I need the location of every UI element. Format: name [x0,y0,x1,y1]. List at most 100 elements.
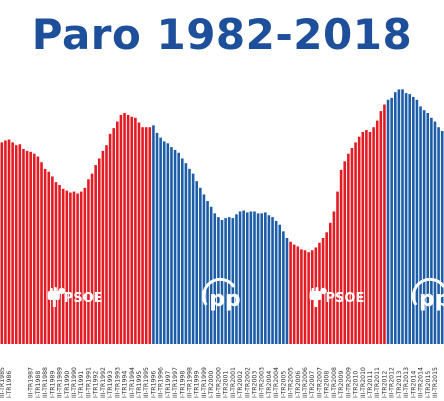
tick-label: III-TR2014 [418,367,425,398]
bar [430,117,433,344]
bar [90,173,94,344]
bar [188,168,191,344]
bar [235,214,238,344]
tick-label: III-TR1992 [100,367,107,398]
bar [245,212,249,344]
bar [368,131,372,344]
tick-label: III-TR2011 [374,367,381,398]
tick-label: III-TR2001 [230,367,237,398]
party-logo: PSOE [47,287,103,307]
tick-label: III-TR1998 [187,367,194,398]
bar [144,127,148,345]
bar [195,181,199,344]
bar [426,113,430,344]
bar [199,187,202,344]
tick-label: I-TR1998 [179,371,186,398]
bar [282,231,285,344]
bar [397,89,401,344]
bar [191,173,195,344]
tick-label: III-TR2003 [259,367,266,398]
pp-gull-icon [411,277,444,306]
bar [69,192,72,344]
tick-label: III-TR1988 [42,367,49,398]
tick-label: I-TR2006 [295,371,302,398]
tick-label: I-TR2001 [223,371,230,398]
bar [43,168,47,344]
bar [256,213,260,344]
bar [383,104,386,345]
bar [108,133,112,344]
tick-label: I-TR2002 [237,371,244,398]
tick-label: I-TR1990 [64,371,71,398]
bar [289,241,292,344]
bar [296,246,300,344]
bar [206,201,209,344]
tick-label: I-TR1988 [35,371,42,398]
tick-label: I-TR1999 [194,371,201,398]
tick-label: I-TR1989 [49,371,56,398]
bar-group [0,89,444,345]
party-label: pp [419,287,444,312]
bar [401,89,404,344]
bar [303,250,307,344]
psoe-fist-rose-icon [47,287,66,307]
bar [350,148,354,344]
tick-label: I-TR1995 [136,371,143,398]
bar [354,142,357,344]
tick-label: I-TR1997 [165,371,172,398]
bar [249,211,253,344]
tick-label: I-TR1993 [107,371,114,398]
bar [137,122,141,344]
tick-label: III-TR1994 [129,367,136,398]
bar [285,237,289,344]
bar [361,131,365,344]
tick-label: III-TR1993 [114,367,121,398]
tick-label: III-TR2012 [389,367,396,398]
bar [159,137,162,344]
tick-label: I-TR2003 [251,371,258,398]
tick-label: I-TR2012 [381,371,388,398]
tick-label: III-TR2010 [360,367,367,398]
bar [47,171,51,344]
bar [260,213,264,344]
bar [220,219,224,344]
bar [72,191,76,344]
bar [4,140,7,344]
bar [116,121,119,344]
bar [130,116,134,344]
bar [271,217,274,344]
bar [184,163,188,344]
tick-label-group: III-TR1985 I-TR1986 III-TR1987 I-TR1988 III-… [0,367,439,398]
bar [292,244,296,344]
bar [393,92,397,344]
tick-label: I-TR2009 [338,371,345,398]
pp-gull-icon [202,277,236,306]
tick-label: III-TR1985 [0,367,6,398]
bar [170,147,173,344]
tick-label: I-TR1994 [122,371,129,398]
bar [105,145,108,344]
party-logo-group: PSOE pp PSOE pp [47,277,444,312]
bar [148,127,152,345]
chart-title: Paro 1982-2018 [31,10,413,59]
tick-label: I-TR2000 [208,371,215,398]
bar [18,144,22,344]
bar [440,131,444,344]
tick-label: III-TR1987 [28,367,35,398]
bar [51,176,54,344]
bar [177,152,180,344]
bar [336,191,339,344]
bar [357,136,361,344]
bar [141,127,144,345]
bar [332,211,336,344]
bar [347,153,350,344]
bar [390,97,393,345]
bar [408,94,412,344]
bar [14,145,18,344]
bar [112,128,116,344]
bar [79,191,83,344]
tick-label: III-TR2008 [331,367,338,398]
bar [126,114,130,344]
bar [87,179,90,344]
bar [422,110,426,344]
